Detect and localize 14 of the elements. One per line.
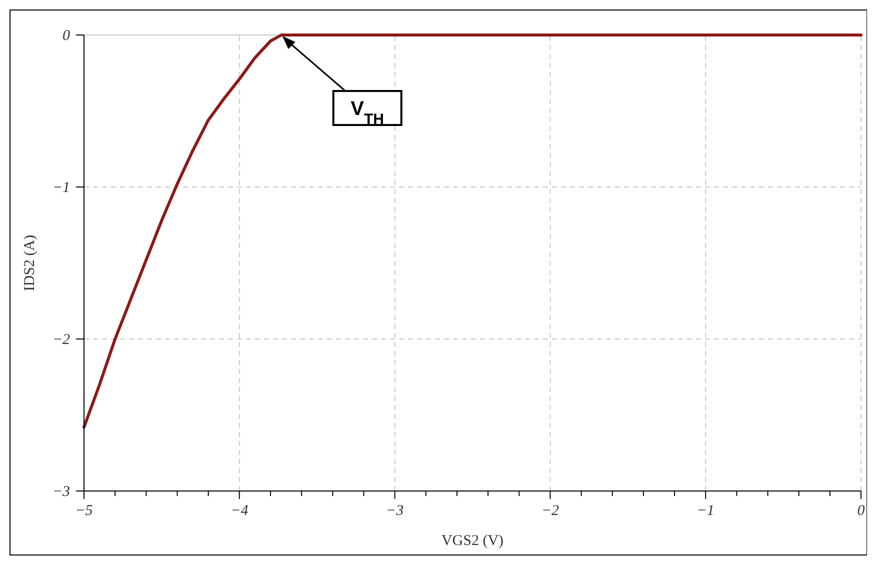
x-tick-label: 0	[857, 503, 866, 519]
x-tick-label: −2	[541, 503, 560, 519]
y-tick-label: −3	[52, 484, 70, 500]
x-tick-label: −3	[386, 503, 404, 519]
x-tick-label: −1	[696, 503, 714, 519]
annotation: V$_{TH}$	[350, 98, 384, 128]
y-axis-title: IDS2 (A)	[22, 234, 38, 292]
line-series	[82, 34, 862, 429]
y-tick-label: 0	[62, 28, 70, 44]
x-axis-title: VGS2 (V)	[441, 533, 504, 549]
x-tick-label: −5	[75, 503, 94, 519]
x-tick-label: −4	[230, 503, 249, 519]
y-tick-label: −2	[52, 332, 70, 348]
y-tick-label: −1	[52, 180, 70, 196]
